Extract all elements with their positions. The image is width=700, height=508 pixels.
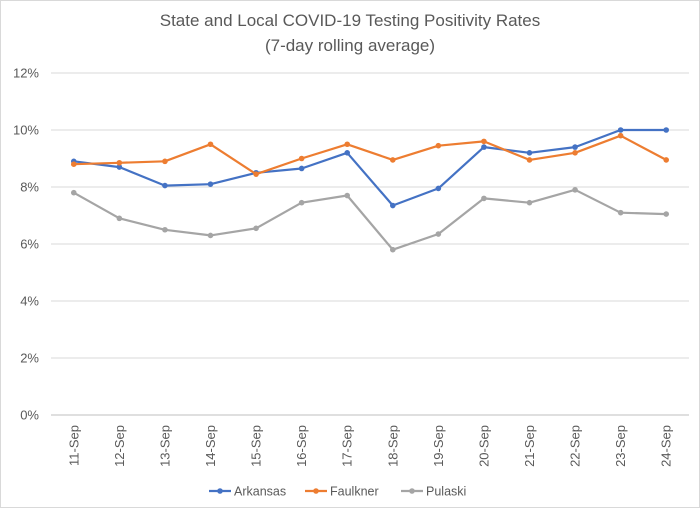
data-point — [526, 157, 533, 163]
x-tick-label: 11-Sep — [66, 425, 81, 466]
data-point — [572, 187, 578, 193]
data-point — [116, 215, 123, 222]
x-tick-label: 12-Sep — [112, 425, 127, 467]
data-point — [617, 132, 624, 139]
data-point — [663, 157, 670, 163]
data-point — [526, 150, 533, 156]
legend-marker — [217, 488, 223, 494]
data-point — [389, 246, 396, 253]
legend-label: Faulkner — [330, 485, 379, 499]
series-line — [73, 134, 667, 176]
data-point — [617, 127, 624, 133]
data-point — [663, 211, 670, 217]
data-point — [526, 199, 533, 206]
series-line — [73, 188, 667, 251]
y-axis-ticks: 0% 2% 4% 6% 8% 10% 12% — [13, 66, 39, 423]
x-tick-label: 24-Sep — [659, 425, 674, 467]
data-point — [253, 225, 259, 232]
x-tick-label: 14-Sep — [203, 425, 218, 467]
data-point — [70, 161, 77, 167]
series-lines — [70, 127, 670, 253]
x-tick-label: 22-Sep — [568, 425, 583, 467]
data-point — [162, 158, 168, 165]
y-tick-label: 8% — [20, 180, 39, 195]
data-point — [70, 189, 77, 196]
data-point — [116, 159, 123, 166]
data-point — [207, 232, 214, 239]
data-point — [162, 182, 168, 189]
x-tick-label: 13-Sep — [157, 425, 172, 467]
data-point — [116, 164, 123, 170]
data-point — [207, 141, 214, 148]
data-point — [298, 165, 305, 172]
data-point — [389, 157, 396, 163]
data-point — [344, 141, 351, 148]
series-faulkner — [70, 132, 670, 177]
data-point — [435, 231, 442, 237]
x-tick-label: 17-Sep — [340, 425, 355, 467]
chart-title: State and Local COVID-19 Testing Positiv… — [160, 11, 540, 30]
legend-label: Pulaski — [426, 485, 466, 499]
data-point — [572, 144, 578, 150]
series-arkansas — [70, 127, 670, 209]
x-tick-label: 21-Sep — [522, 425, 537, 467]
data-point — [435, 142, 442, 149]
data-point — [435, 185, 442, 192]
x-tick-label: 16-Sep — [294, 425, 309, 467]
legend-marker — [409, 488, 415, 494]
legend: Arkansas Faulkner Pulaski — [209, 485, 466, 499]
x-axis-ticks: 11-Sep 12-Sep 13-Sep 14-Sep 15-Sep 16-Sep 17-S… — [66, 425, 673, 467]
legend-label: Arkansas — [234, 485, 286, 499]
data-point — [298, 155, 305, 162]
legend-marker — [313, 488, 319, 494]
data-point — [617, 209, 624, 216]
legend-item-pulaski: Pulaski — [401, 485, 466, 499]
data-point — [663, 127, 670, 133]
x-tick-label: 15-Sep — [249, 425, 264, 467]
x-tick-label: 18-Sep — [385, 425, 400, 467]
x-tick-label: 19-Sep — [431, 425, 446, 467]
series-pulaski — [70, 187, 670, 253]
data-point — [389, 202, 396, 209]
data-point — [298, 199, 305, 206]
data-point — [253, 171, 259, 177]
data-point — [572, 150, 578, 156]
y-tick-label: 2% — [20, 351, 39, 366]
data-point — [481, 138, 487, 145]
y-tick-label: 4% — [20, 294, 39, 309]
y-tick-label: 0% — [20, 408, 39, 423]
data-point — [207, 181, 214, 187]
data-point — [162, 226, 168, 233]
chart-subtitle: (7-day rolling average) — [265, 36, 435, 55]
x-tick-label: 20-Sep — [476, 425, 491, 467]
y-tick-label: 12% — [13, 66, 39, 81]
legend-item-faulkner: Faulkner — [305, 485, 379, 499]
data-point — [344, 150, 351, 156]
y-tick-label: 6% — [20, 237, 39, 252]
legend-item-arkansas: Arkansas — [209, 485, 286, 499]
y-tick-label: 10% — [13, 123, 39, 138]
data-point — [481, 144, 487, 150]
data-point — [344, 192, 351, 199]
gridlines — [51, 72, 689, 416]
data-point — [481, 195, 487, 202]
series-line — [73, 128, 667, 207]
x-tick-label: 23-Sep — [613, 425, 628, 467]
